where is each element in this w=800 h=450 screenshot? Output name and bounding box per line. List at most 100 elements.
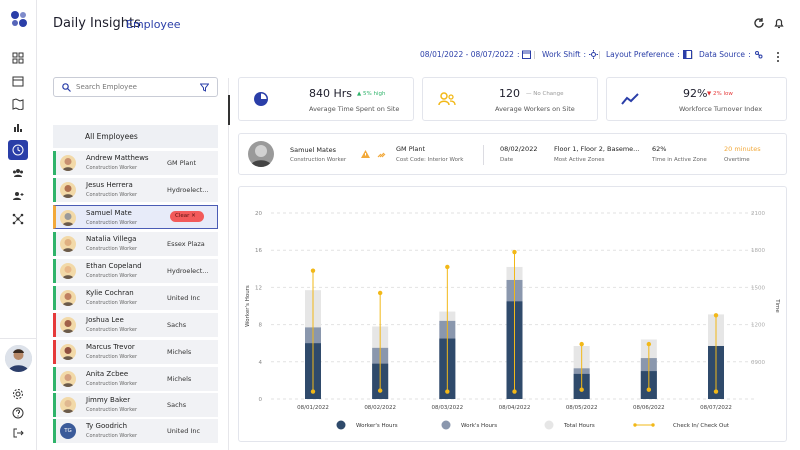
employee-row[interactable]: Jimmy Baker Construction Worker Sachs <box>53 393 218 417</box>
employee-name: Andrew Matthews <box>86 154 149 162</box>
employee-role: Construction Worker <box>86 327 138 333</box>
checkin-point <box>579 387 584 392</box>
network-icon[interactable] <box>8 209 28 229</box>
employee-name: Natalia Villega <box>86 235 137 243</box>
employee-row[interactable]: TG Ty Goodrich Construction Worker United I… <box>53 419 218 443</box>
y2-tick-label: 1500 <box>751 285 765 291</box>
employee-avatar: TG <box>60 423 76 439</box>
pie-clock-icon <box>254 92 268 106</box>
employee-avatar <box>60 182 76 198</box>
employee-role: Construction Worker <box>86 192 138 198</box>
layout-preference-selector[interactable]: Layout Preference: <box>606 50 692 59</box>
checkin-point <box>377 388 383 393</box>
toolbar-separator: | <box>598 50 601 59</box>
employee-row[interactable]: Andrew Matthews Construction Worker GM Pla… <box>53 151 218 175</box>
employee-row[interactable]: Anita Zcbee Construction Worker Michels <box>53 367 218 391</box>
x-tick-label: 08/03/2022 <box>431 405 463 411</box>
detail-zones-label: Most Active Zones <box>554 157 605 163</box>
x-tick-label: 08/02/2022 <box>364 405 396 411</box>
kpi-delta-text: 5% high <box>362 91 386 97</box>
bar-chart-icon[interactable] <box>8 117 28 137</box>
date-range-text: 08/01/2022 - 08/07/2022 <box>420 50 514 59</box>
detail-site: GM Plant <box>396 145 426 153</box>
employee-name: Marcus Trevor <box>86 343 135 351</box>
legend-swatch <box>651 423 655 427</box>
y-tick-label: 12 <box>255 285 262 291</box>
add-user-icon[interactable] <box>8 186 28 206</box>
more-options-icon[interactable] <box>775 51 781 63</box>
checkin-point <box>512 389 517 394</box>
checkout-point <box>512 249 517 255</box>
group-icon[interactable] <box>8 163 28 183</box>
trend-line-icon <box>621 93 639 105</box>
checkout-point <box>646 341 652 347</box>
work-shift-selector[interactable]: Work Shift: <box>542 50 598 59</box>
y-axis-label: Worker's Hours <box>245 285 251 327</box>
user-avatar[interactable] <box>5 345 32 372</box>
employee-name: Kylie Cochran <box>86 289 134 297</box>
data-source-selector[interactable]: Data Source: <box>699 50 763 59</box>
clock-icon[interactable] <box>8 140 28 160</box>
checkout-point <box>377 290 383 296</box>
kpi-card-time: 840 Hrs ▲ 5% high Average Time Spent on … <box>238 77 414 121</box>
employee-row[interactable]: Kylie Cochran Construction Worker United I… <box>53 286 218 310</box>
logout-icon[interactable] <box>8 423 28 443</box>
y2-axis-label: Time <box>774 298 780 313</box>
employee-detail-card: Samuel Mates Construction Worker GM Plan… <box>238 133 787 175</box>
kpi-delta-text: No Change <box>533 91 564 97</box>
employee-avatar <box>60 210 76 226</box>
legend-swatch <box>336 420 346 430</box>
y2-tick-label: 1800 <box>751 248 765 254</box>
date-range-picker[interactable]: 08/01/2022 - 08/07/2022: <box>420 50 532 59</box>
all-employees-item[interactable]: All Employees <box>53 125 218 148</box>
employee-company: GM Plant <box>167 159 197 167</box>
search-icon <box>62 83 71 92</box>
filter-icon[interactable] <box>200 83 209 92</box>
employee-row[interactable]: Marcus Trevor Construction Worker Michels <box>53 340 218 364</box>
x-tick-label: 08/07/2022 <box>700 405 732 411</box>
employee-row[interactable]: Joshua Lee Construction Worker Sachs <box>53 313 218 337</box>
search-input[interactable]: Search Employee <box>53 77 218 97</box>
employee-row[interactable]: Natalia Villega Construction Worker Essex … <box>53 232 218 256</box>
employee-role: Construction Worker <box>86 273 138 279</box>
list-scrollbar[interactable] <box>228 95 230 125</box>
employee-company: Sachs <box>167 321 187 329</box>
toolbar-separator: | <box>691 50 694 59</box>
legend-swatch <box>633 423 637 427</box>
employee-role: Construction Worker <box>86 407 138 413</box>
work-shift-label: Work Shift <box>542 50 581 59</box>
employee-role: Construction Worker <box>86 220 138 226</box>
checkout-point <box>445 264 450 270</box>
kpi-card-turnover: 92% ▼ 2% low Workforce Turnover Index <box>606 77 787 121</box>
dashboard-icon[interactable] <box>8 48 28 68</box>
detail-pct: 62% <box>652 145 667 153</box>
employee-company: Hydroelect... <box>167 267 209 275</box>
kpi-delta-text: 2% low <box>712 91 733 97</box>
employee-role: Construction Worker <box>86 165 138 171</box>
help-icon[interactable] <box>8 403 28 423</box>
page-subtitle: Employee <box>126 18 181 31</box>
legend-label: Work's Hours <box>461 423 497 429</box>
map-icon[interactable] <box>8 94 28 114</box>
kpi-value: 120 <box>499 87 520 100</box>
employee-row[interactable]: Ethan Copeland Construction Worker Hydroel… <box>53 259 218 283</box>
calendar-icon[interactable] <box>8 71 28 91</box>
avatar-initials: TG <box>64 428 72 434</box>
clear-selection-button[interactable]: Clear ✕ <box>170 211 204 222</box>
clear-label: Clear <box>175 213 190 219</box>
employee-name: Jesus Herrera <box>86 181 133 189</box>
detail-overtime: 20 minutes <box>724 145 761 153</box>
employee-row[interactable]: Jesus Herrera Construction Worker Hydroele… <box>53 178 218 202</box>
nav-rail <box>0 0 37 450</box>
app-logo[interactable] <box>8 8 30 30</box>
employee-company: Hydroelect... <box>167 186 209 194</box>
kpi-delta: ▼ 2% low <box>707 91 733 97</box>
employee-role: Construction Worker <box>86 433 138 439</box>
page-title: Daily Insights <box>53 16 141 31</box>
employee-avatar <box>60 263 76 279</box>
bell-icon[interactable] <box>772 16 786 30</box>
employee-row[interactable]: Samuel Mate Construction Worker Clear ✕ <box>53 205 218 229</box>
settings-icon[interactable] <box>8 384 28 404</box>
refresh-icon[interactable] <box>752 16 766 30</box>
x-tick-label: 08/04/2022 <box>499 405 531 411</box>
